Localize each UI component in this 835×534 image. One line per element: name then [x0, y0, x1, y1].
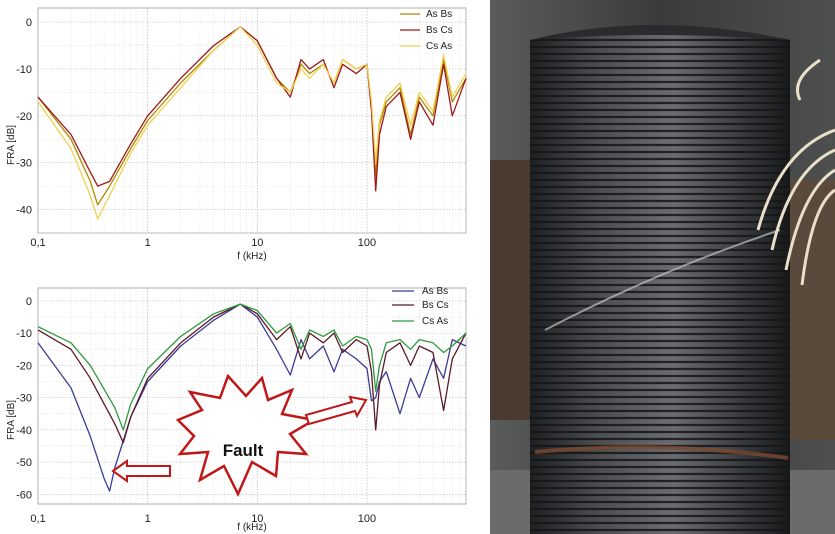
coil-body — [530, 25, 790, 534]
legend-top: As Bs Bs Cs Cs As — [400, 9, 453, 52]
coil-turns — [530, 25, 790, 534]
series-line-bs-cs — [37, 303, 467, 444]
chart-bottom: 0 -10 -20 -30 -40 -50 -60 0,1 1 10 100 FRA [dB] f… — [6, 286, 467, 533]
coil-damage-band — [534, 445, 789, 460]
photo-left-rack — [490, 160, 530, 420]
series-line-as-bs — [37, 303, 467, 492]
x-tick-label: 100 — [358, 237, 376, 249]
y-tick-label: -10 — [16, 64, 32, 76]
y-tick-label: -30 — [16, 158, 32, 170]
y-tick-label: -20 — [16, 111, 32, 123]
photo-right-rack — [790, 180, 835, 440]
transformer-winding-photo — [490, 0, 835, 534]
y-axis-label-top: FRA [dB] — [6, 125, 17, 165]
y-tick-label: -40 — [16, 205, 32, 217]
y-tick-label: -60 — [16, 489, 32, 501]
x-tick-label: 0,1 — [30, 513, 45, 525]
fault-label: Fault — [223, 441, 264, 460]
coil-tie-strap — [544, 229, 781, 331]
fault-arrow-right — [304, 395, 368, 426]
x-axis-label-bottom: f (kHz) — [237, 522, 266, 533]
x-axis-label-top: f (kHz) — [237, 251, 266, 262]
chart-top: 0 -10 -20 -30 -40 0,1 1 10 100 FRA [dB] f (kHz)… — [6, 7, 467, 262]
series-line-bs-cs — [37, 26, 467, 192]
y-tick-label: -40 — [16, 425, 32, 437]
series-lines-bottom — [37, 303, 467, 492]
y-tick-labels-top: 0 -10 -20 -30 -40 — [16, 17, 32, 217]
series-line-cs-as — [37, 26, 467, 220]
fault-starburst — [175, 373, 318, 497]
x-tick-labels-top: 0,1 1 10 100 — [30, 237, 376, 249]
x-tick-label: 100 — [358, 513, 376, 525]
x-tick-label: 10 — [251, 513, 263, 525]
legend-bottom: As Bs Bs Cs Cs As — [392, 286, 449, 327]
fra-charts-panel: 0-10-20-30-40 0,1 1 10 100 FRA [dB] f (kHz)… — [6, 7, 467, 533]
y-tick-label: 0 — [26, 17, 32, 29]
y-axis-label-bottom: FRA [dB] — [6, 400, 17, 440]
fault-annotation: Fault — [111, 373, 368, 497]
plot-area-top — [37, 7, 467, 234]
x-tick-label: 0,1 — [30, 237, 45, 249]
y-tick-labels-bottom: 0 -10 -20 -30 -40 -50 -60 — [16, 296, 32, 501]
y-tick-label: -10 — [16, 328, 32, 340]
lead-wires — [756, 58, 835, 286]
legend-label-as-bs: As Bs — [422, 286, 448, 297]
arrow-right-icon — [304, 395, 368, 426]
legend-label-bs-cs: Bs Cs — [426, 25, 453, 36]
y-tick-label: -30 — [16, 393, 32, 405]
arrow-left-icon — [111, 459, 171, 483]
series-line-cs-as — [37, 303, 467, 431]
x-tick-label: 1 — [145, 513, 151, 525]
legend-label-cs-as: Cs As — [426, 41, 452, 52]
y-tick-label: 0 — [26, 296, 32, 308]
y-tick-label: -20 — [16, 360, 32, 372]
fault-arrow-left — [111, 459, 171, 483]
x-tick-labels-bottom: 0,1 1 10 100 — [30, 513, 376, 525]
legend-label-bs-cs: Bs Cs — [422, 300, 449, 311]
series-lines-top — [37, 26, 467, 220]
legend-label-as-bs: As Bs — [426, 9, 452, 20]
y-tick-label: -50 — [16, 457, 32, 469]
coil-top-rim — [530, 25, 790, 40]
grid-bottom — [37, 288, 467, 504]
grid-top — [37, 8, 467, 234]
x-tick-label: 10 — [251, 237, 263, 249]
legend-label-cs-as: Cs As — [422, 316, 448, 327]
x-tick-label: 1 — [145, 237, 151, 249]
